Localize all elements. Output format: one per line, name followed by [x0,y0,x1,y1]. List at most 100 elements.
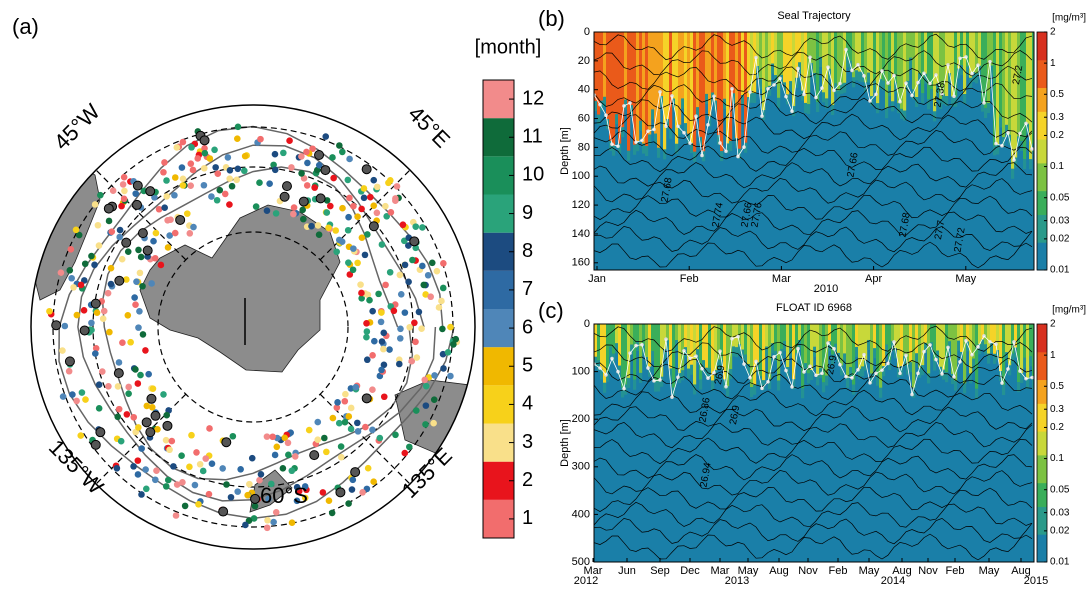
colorbar-tick-label: 2 [1050,27,1056,38]
track-dot [371,337,378,345]
surface-field [666,324,670,341]
transition-field [903,356,907,367]
track-dot [362,423,369,431]
track-dot [321,434,328,442]
transition-field [978,344,982,355]
colorbar-swatch [1037,363,1047,369]
track-dot [354,213,361,220]
surface-field [993,324,997,354]
deploy-dot [315,193,326,204]
lon-lat-label: 45°E [403,101,455,153]
surface-field [702,324,706,361]
transition-field [1005,124,1009,135]
colorbar-swatch [483,423,514,462]
surface-field [669,324,673,369]
surface-field [897,32,901,104]
transition-field [984,107,988,118]
track-dot [99,368,106,375]
colorbar-swatch [483,499,514,538]
track-dot [369,352,376,359]
transition-field [876,103,880,114]
colorbar-swatch [1037,127,1047,132]
transition-field [603,382,607,393]
deploy-dot [141,417,152,428]
surface-field [651,324,655,352]
deploy-dot [221,437,232,448]
track-dot [290,204,298,211]
transition-field [825,375,829,386]
transition-field [606,371,610,382]
transition-field [720,360,724,371]
track-dot [367,193,374,201]
transition-field [732,93,736,104]
colorbar-swatch [1037,162,1047,168]
surface-field [984,324,988,345]
track-dot [422,421,429,428]
transition-field [603,96,607,107]
x-tick-label: Aug [892,565,912,577]
track-dot [214,170,222,177]
colorbar-swatch [483,347,514,386]
colorbar-swatch [1037,443,1047,448]
surface-field [987,324,991,354]
track-dot [396,360,403,368]
track-dot [134,471,142,478]
colorbar-swatch [1037,474,1047,480]
x-tick-label: May [955,273,976,285]
transition-field [948,73,952,84]
track-dot [323,448,330,456]
contour-line [594,501,1033,528]
track-dot [360,185,368,192]
surface-field [1029,32,1033,160]
track-dot [290,210,297,218]
transition-field [654,133,658,144]
transition-field [777,97,781,108]
surface-field [1020,32,1024,141]
track-dot [213,196,221,204]
surface-field [654,32,658,134]
transition-field [951,374,955,385]
surface-field [801,32,805,91]
transition-field [912,387,916,398]
track-dot [335,419,343,427]
surface-field [846,32,850,58]
transition-field [894,82,898,93]
year-label: 2010 [814,283,838,295]
x-tick-label: Mar [711,565,730,577]
surface-field [759,32,763,80]
track-dot [226,201,233,208]
y-tick-label: 0 [584,26,590,38]
transition-field [945,372,949,383]
track-dot [350,202,357,210]
track-dot [66,267,74,274]
surface-field [954,32,958,97]
x-tick-label: Feb [829,565,848,577]
track-dot [82,396,89,403]
track-dot [360,194,368,202]
surface-field [909,32,913,58]
colorbar-swatch [1037,186,1047,192]
track-dot [46,307,53,315]
deploy-dot [320,165,331,176]
transition-field [615,343,619,354]
x-tick-label: Jan [588,273,606,285]
surface-field [822,32,826,93]
track-dot [108,228,116,235]
track-dot [303,182,311,189]
transition-field [1011,353,1015,364]
track-dot [439,284,447,292]
track-dot [346,155,353,163]
surface-field [888,324,892,360]
surface-field [672,324,676,388]
track-dot [124,311,132,319]
colorbar-swatch [1037,403,1047,408]
transition-field [642,143,646,154]
track-dot [305,426,313,434]
surface-field [909,324,913,363]
track-dot [264,516,271,524]
surface-field [780,324,784,350]
contour-line [594,33,1033,61]
surface-field [822,324,826,383]
y-tick-label: 500 [572,556,590,568]
track-dot [257,135,264,143]
